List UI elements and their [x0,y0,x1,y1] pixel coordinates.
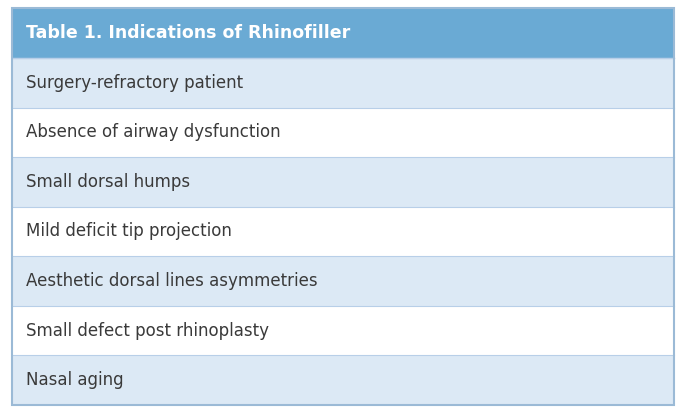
Text: Small dorsal humps: Small dorsal humps [26,173,190,191]
Bar [12,8,674,58]
Bar [12,157,674,207]
Text: Surgery-refractory patient: Surgery-refractory patient [26,74,243,92]
Text: Table 1. Indications of Rhinofiller: Table 1. Indications of Rhinofiller [26,24,351,42]
Text: Mild deficit tip projection: Mild deficit tip projection [26,223,232,240]
Text: Absence of airway dysfunction: Absence of airway dysfunction [26,123,281,141]
Bar [12,306,674,356]
Text: Aesthetic dorsal lines asymmetries: Aesthetic dorsal lines asymmetries [26,272,318,290]
Text: Nasal aging: Nasal aging [26,371,123,389]
Bar [12,107,674,157]
Bar [12,356,674,405]
Text: Small defect post rhinoplasty: Small defect post rhinoplasty [26,322,269,339]
Bar [12,207,674,256]
Bar [12,256,674,306]
Bar [12,58,674,107]
